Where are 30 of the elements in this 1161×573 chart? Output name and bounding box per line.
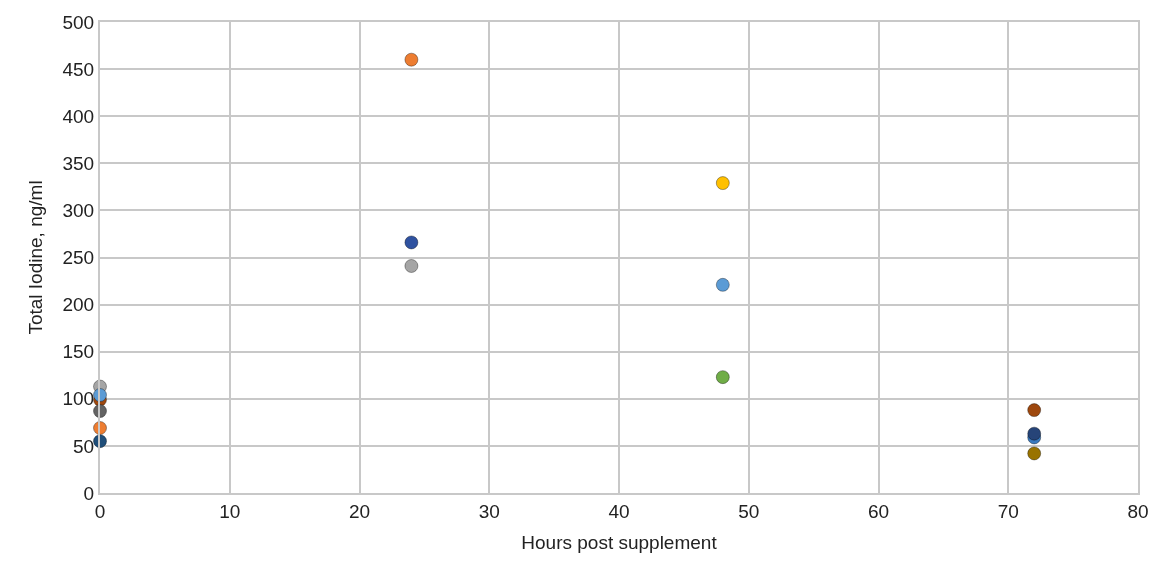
point [715,176,730,191]
x-tick-label: 40 [608,500,630,522]
x-tick-label: 50 [738,500,760,522]
y-tick-label: 300 [62,200,95,222]
y-tick-label: 100 [62,388,95,410]
point [715,370,730,385]
point [404,258,419,273]
y-tick-label: 400 [62,105,95,127]
point [715,277,730,292]
y-tick-label: 200 [62,294,95,316]
y-tick-label: 0 [83,482,95,504]
point [1027,403,1042,418]
y-tick-label: 250 [62,247,95,269]
x-axis-title: Hours post supplement [521,532,718,554]
x-tick-label: 10 [219,500,241,522]
x-tick-label: 60 [867,500,890,522]
y-tick-label: 500 [62,11,95,33]
x-tick-label: 30 [478,500,500,522]
y-tick-label: 50 [73,435,95,457]
point [404,52,419,67]
x-tick-label: 80 [1127,500,1149,522]
point [1027,446,1042,461]
point [404,235,419,250]
y-axis-title: Total Iodine, ng/ml [24,180,46,335]
y-tick-label: 150 [62,341,95,363]
y-tick-label: 450 [62,58,95,80]
y-tick-label: 350 [62,152,95,174]
x-tick-label: 20 [348,500,371,522]
point [1027,426,1042,441]
x-tick-label: 70 [997,500,1019,522]
